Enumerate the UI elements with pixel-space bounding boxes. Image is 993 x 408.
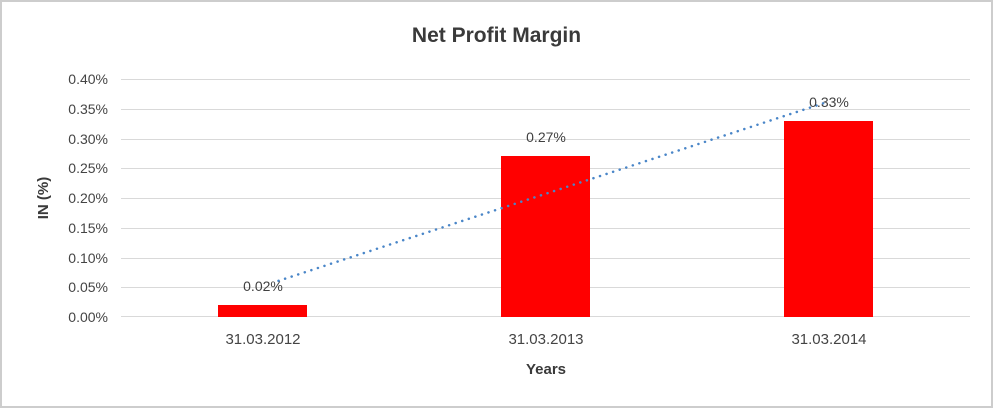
- y-tick-label: 0.20%: [68, 190, 108, 206]
- bar[interactable]: [784, 121, 873, 317]
- x-category-label: 31.03.2014: [791, 331, 867, 348]
- bar-data-label: 0.02%: [243, 278, 283, 294]
- y-tick-label: 0.40%: [68, 71, 108, 87]
- bar-data-label: 0.27%: [526, 129, 566, 145]
- y-tick-label: 0.05%: [68, 279, 108, 295]
- x-axis-title: Years: [525, 361, 567, 378]
- y-tick-label: 0.15%: [68, 220, 108, 236]
- y-tick-label: 0.10%: [68, 250, 108, 266]
- gridline: [121, 139, 970, 140]
- bar[interactable]: [501, 156, 590, 317]
- trendline[interactable]: [277, 100, 830, 283]
- y-tick-label: 0.30%: [68, 131, 108, 147]
- y-tick-label: 0.35%: [68, 101, 108, 117]
- plot-area: [121, 79, 970, 317]
- x-category-label: 31.03.2013: [508, 331, 584, 348]
- chart-title: Net Profit Margin: [411, 24, 582, 47]
- gridline: [121, 109, 970, 110]
- y-tick-label: 0.25%: [68, 160, 108, 176]
- x-category-label: 31.03.2012: [225, 331, 301, 348]
- y-tick-label: 0.00%: [68, 309, 108, 325]
- gridline: [121, 79, 970, 80]
- bar-data-label: 0.33%: [809, 94, 849, 110]
- bar[interactable]: [218, 305, 307, 317]
